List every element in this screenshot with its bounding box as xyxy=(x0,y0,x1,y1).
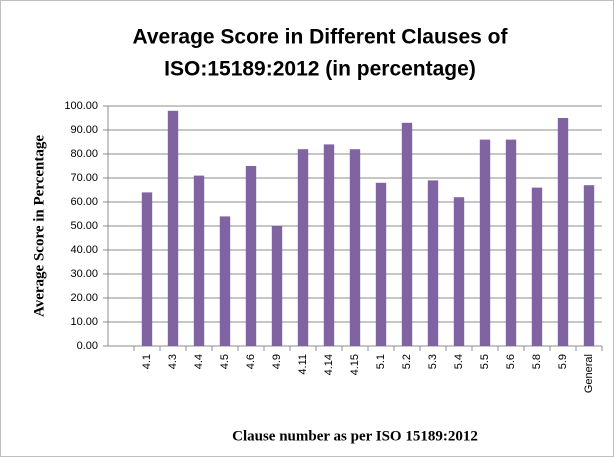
chart-title: Average Score in Different Clauses of xyxy=(132,26,508,49)
bar xyxy=(297,149,309,346)
y-tick-label: 30.00 xyxy=(70,268,98,280)
x-tick-label: 4.11 xyxy=(297,354,309,375)
x-tick-label: 4.15 xyxy=(349,354,361,375)
bar xyxy=(349,149,361,346)
bar xyxy=(531,187,543,346)
y-tick-label: 60.00 xyxy=(70,196,98,208)
x-tick-label: 5.2 xyxy=(401,354,413,369)
x-tick-label: 4.3 xyxy=(167,354,179,369)
chart-title: ISO:15189:2012 (in percentage) xyxy=(164,58,476,81)
bar xyxy=(167,110,179,346)
bar xyxy=(271,226,283,346)
x-tick-label: General xyxy=(583,354,595,393)
bar xyxy=(453,197,465,346)
y-tick-label: 70.00 xyxy=(70,172,98,184)
y-tick-label: 90.00 xyxy=(70,124,98,136)
bar xyxy=(375,182,387,346)
y-tick-label: 20.00 xyxy=(70,292,98,304)
bar xyxy=(141,192,153,346)
bar xyxy=(479,139,491,346)
x-tick-label: 5.9 xyxy=(557,354,569,369)
y-tick-label: 0.00 xyxy=(77,340,98,352)
x-tick-label: 4.14 xyxy=(323,354,335,375)
x-tick-label: 4.1 xyxy=(141,354,153,369)
x-tick-label: 5.4 xyxy=(453,354,465,369)
x-tick-label: 5.1 xyxy=(375,354,387,369)
x-tick-label: 4.4 xyxy=(193,354,205,369)
x-tick-label: 5.8 xyxy=(531,354,543,369)
y-axis-label: Average Score in Percentage xyxy=(31,135,47,317)
y-tick-label: 100.00 xyxy=(64,100,98,112)
x-tick-label: 5.3 xyxy=(427,354,439,369)
bar xyxy=(557,118,569,346)
x-tick-label: 5.6 xyxy=(505,354,517,369)
x-tick-label: 4.6 xyxy=(245,354,257,369)
bar xyxy=(583,185,595,346)
bar xyxy=(401,122,413,346)
x-axis-label: Clause number as per ISO 15189:2012 xyxy=(232,428,478,444)
y-tick-label: 50.00 xyxy=(70,220,98,232)
x-tick-label: 4.9 xyxy=(271,354,283,369)
bar xyxy=(505,139,517,346)
bar xyxy=(193,175,205,346)
bar xyxy=(427,180,439,346)
bar xyxy=(219,216,231,346)
y-tick-label: 40.00 xyxy=(70,244,98,256)
bar xyxy=(323,144,335,346)
x-tick-label: 4.5 xyxy=(219,354,231,369)
x-tick-label: 5.5 xyxy=(479,354,491,369)
bar xyxy=(245,166,257,346)
y-tick-label: 10.00 xyxy=(70,316,98,328)
y-tick-label: 80.00 xyxy=(70,148,98,160)
